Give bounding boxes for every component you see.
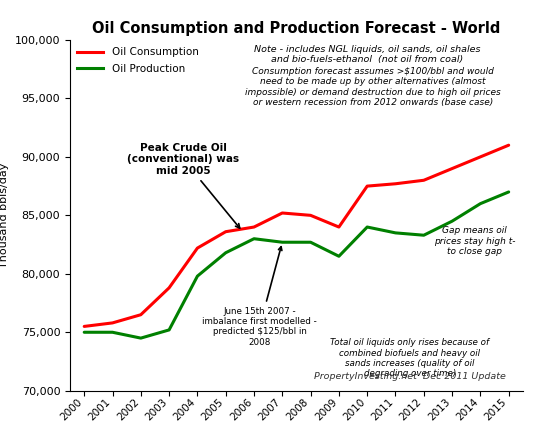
- Oil Consumption: [477, 154, 483, 159]
- Line: Oil Production: Oil Production: [84, 192, 509, 338]
- Oil Production: [420, 233, 427, 238]
- Oil Production: [194, 274, 201, 279]
- Legend: Oil Consumption, Oil Production: Oil Consumption, Oil Production: [73, 43, 203, 78]
- Oil Consumption: [307, 213, 314, 218]
- Text: Consumption forecast assumes >$100/bbl and would
need to be made up by other alt: Consumption forecast assumes >$100/bbl a…: [245, 67, 501, 107]
- Oil Production: [364, 224, 370, 230]
- Text: Gap means oil
prices stay high t-
to close gap: Gap means oil prices stay high t- to clo…: [434, 226, 515, 256]
- Oil Consumption: [449, 166, 455, 171]
- Oil Production: [81, 329, 87, 335]
- Oil Production: [166, 327, 172, 333]
- Oil Production: [279, 240, 286, 245]
- Text: Total oil liquids only rises because of
combined biofuels and heavy oil
sands in: Total oil liquids only rises because of …: [330, 338, 489, 378]
- Oil Production: [223, 250, 229, 255]
- Title: Oil Consumption and Production Forecast - World: Oil Consumption and Production Forecast …: [92, 21, 501, 36]
- Oil Consumption: [194, 246, 201, 251]
- Oil Production: [336, 254, 342, 259]
- Oil Production: [477, 201, 483, 206]
- Y-axis label: Thousand bbls/day: Thousand bbls/day: [0, 163, 9, 268]
- Oil Consumption: [137, 312, 144, 317]
- Text: Peak Crude Oil
(conventional) was
mid 2005: Peak Crude Oil (conventional) was mid 20…: [127, 143, 240, 228]
- Line: Oil Consumption: Oil Consumption: [84, 145, 509, 326]
- Oil Consumption: [279, 210, 286, 216]
- Oil Consumption: [251, 224, 257, 230]
- Oil Consumption: [109, 320, 116, 325]
- Oil Consumption: [336, 224, 342, 230]
- Oil Consumption: [81, 324, 87, 329]
- Oil Consumption: [392, 181, 399, 186]
- Text: PropertyInvesting.net  Dec 2011 Update: PropertyInvesting.net Dec 2011 Update: [314, 373, 506, 381]
- Oil Consumption: [420, 178, 427, 183]
- Oil Production: [251, 236, 257, 242]
- Oil Consumption: [506, 143, 512, 148]
- Oil Consumption: [166, 285, 172, 290]
- Oil Production: [506, 189, 512, 194]
- Oil Production: [392, 230, 399, 235]
- Text: Note - includes NGL liquids, oil sands, oil shales
and bio-fuels-ethanol  (not o: Note - includes NGL liquids, oil sands, …: [254, 45, 480, 64]
- Oil Production: [449, 218, 455, 224]
- Oil Production: [137, 336, 144, 341]
- Oil Production: [109, 329, 116, 335]
- Oil Production: [307, 240, 314, 245]
- Oil Consumption: [223, 229, 229, 234]
- Oil Consumption: [364, 183, 370, 189]
- Text: June 15th 2007 -
imbalance first modelled -
predicted $125/bbl in
2008: June 15th 2007 - imbalance first modelle…: [202, 247, 317, 347]
